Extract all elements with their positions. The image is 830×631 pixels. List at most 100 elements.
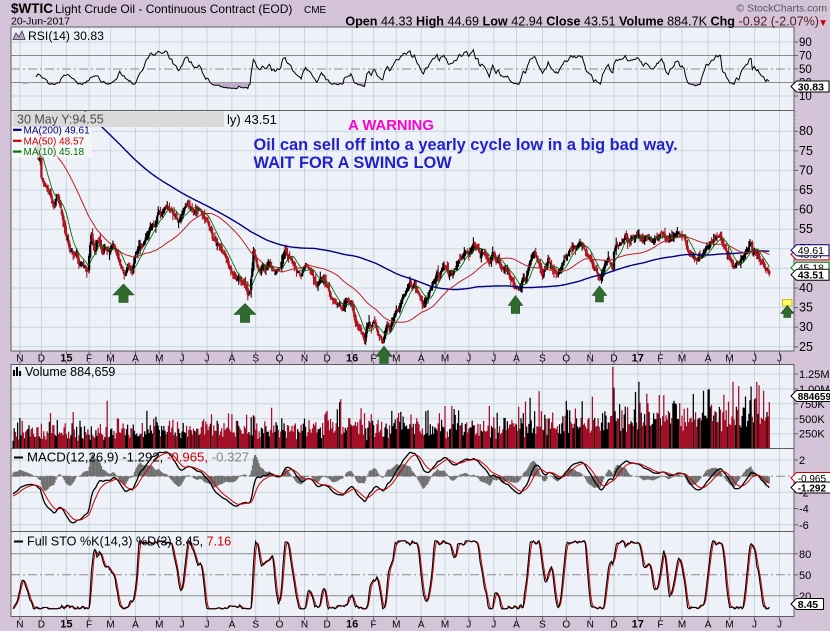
svg-text:F: F	[86, 353, 92, 364]
svg-text:A: A	[132, 619, 139, 630]
svg-text:S: S	[539, 353, 546, 364]
svg-text:A: A	[705, 619, 712, 630]
svg-text:O: O	[562, 619, 570, 630]
svg-text:Light Crude Oil - Continuous C: Light Crude Oil - Continuous Contract (E…	[55, 2, 292, 16]
svg-text:N: N	[301, 619, 308, 630]
svg-text:50: 50	[799, 570, 811, 582]
svg-text:MACD(12,26,9) -1.292, -0.965,: MACD(12,26,9) -1.292, -0.965, -0.327	[27, 450, 249, 465]
svg-text:60: 60	[799, 203, 813, 217]
svg-text:F: F	[657, 353, 663, 364]
svg-text:M: M	[392, 619, 400, 630]
svg-text:J: J	[466, 619, 471, 630]
svg-text:884659: 884659	[798, 392, 830, 403]
svg-text:M: M	[725, 619, 733, 630]
svg-text:30 May Y:94.55: 30 May Y:94.55	[17, 113, 104, 127]
svg-text:M: M	[441, 353, 449, 364]
svg-text:J: J	[777, 353, 782, 364]
svg-text:MA(200) 49.61: MA(200) 49.61	[24, 125, 91, 136]
svg-text:17: 17	[632, 352, 644, 364]
svg-text:J: J	[752, 353, 757, 364]
svg-text:N: N	[587, 619, 594, 630]
svg-text:© StockCharts.com: © StockCharts.com	[736, 3, 827, 15]
svg-text:30: 30	[799, 320, 813, 334]
svg-text:N: N	[16, 353, 23, 364]
svg-text:J: J	[205, 353, 210, 364]
svg-text:MA(50) 48.57: MA(50) 48.57	[24, 136, 85, 147]
svg-text:-6: -6	[799, 520, 809, 532]
svg-text:250K: 250K	[799, 429, 825, 441]
svg-text:15: 15	[60, 618, 72, 630]
svg-text:70: 70	[799, 51, 812, 63]
svg-text:J: J	[466, 353, 471, 364]
svg-text:D: D	[610, 353, 617, 364]
svg-text:Open 44.33 High 44.69 Low 42.9: Open 44.33 High 44.69 Low 42.94 Close 43…	[345, 15, 819, 29]
svg-text:D: D	[323, 619, 330, 630]
svg-text:2: 2	[799, 455, 805, 467]
svg-text:S: S	[252, 353, 259, 364]
svg-text:J: J	[205, 619, 210, 630]
svg-text:S: S	[252, 619, 259, 630]
svg-text:M: M	[392, 353, 400, 364]
svg-text:30.83: 30.83	[798, 81, 824, 93]
svg-text:16: 16	[346, 618, 358, 630]
svg-text:75: 75	[799, 144, 813, 158]
svg-text:A: A	[418, 353, 425, 364]
svg-text:M: M	[678, 619, 686, 630]
svg-text:J: J	[491, 619, 496, 630]
svg-text:Oil can sell off into a yearly: Oil can sell off into a yearly cycle low…	[254, 136, 678, 154]
svg-text:N: N	[16, 619, 23, 630]
svg-text:D: D	[610, 619, 617, 630]
svg-text:A WARNING: A WARNING	[348, 118, 434, 134]
svg-text:M: M	[155, 619, 163, 630]
svg-text:65: 65	[799, 183, 813, 197]
svg-text:20-Jun-2017: 20-Jun-2017	[11, 16, 70, 28]
svg-text:43.51: 43.51	[798, 270, 824, 282]
svg-text:WAIT FOR A SWING LOW: WAIT FOR A SWING LOW	[254, 154, 453, 172]
svg-text:J: J	[752, 619, 757, 630]
svg-text:25: 25	[799, 340, 813, 354]
svg-text:▼: ▼	[818, 18, 828, 29]
svg-text:A: A	[418, 619, 425, 630]
svg-text:A: A	[513, 619, 520, 630]
svg-text:1.25M: 1.25M	[799, 369, 830, 381]
svg-text:35: 35	[799, 301, 813, 315]
svg-text:O: O	[276, 353, 284, 364]
svg-text:M: M	[106, 619, 114, 630]
svg-text:M: M	[725, 353, 733, 364]
svg-text:N: N	[301, 353, 308, 364]
svg-text:50: 50	[799, 64, 812, 76]
svg-text:-1.292: -1.292	[798, 483, 827, 494]
svg-text:70: 70	[799, 163, 813, 177]
svg-text:10: 10	[799, 91, 812, 103]
svg-text:D: D	[323, 353, 330, 364]
svg-text:16: 16	[346, 352, 358, 364]
svg-text:MA(10) 45.18: MA(10) 45.18	[24, 147, 85, 158]
svg-text:N: N	[587, 353, 594, 364]
svg-text:ly) 43.51: ly) 43.51	[227, 112, 277, 127]
svg-text:RSI(14) 30.83: RSI(14) 30.83	[28, 29, 104, 43]
svg-text:A: A	[513, 353, 520, 364]
svg-text:500K: 500K	[799, 414, 825, 426]
svg-text:15: 15	[60, 352, 72, 364]
svg-text:M: M	[155, 353, 163, 364]
svg-text:CME: CME	[304, 5, 327, 16]
svg-text:-4: -4	[799, 504, 809, 516]
svg-text:S: S	[539, 619, 546, 630]
svg-text:17: 17	[632, 618, 644, 630]
svg-text:J: J	[777, 619, 782, 630]
svg-text:A: A	[132, 353, 139, 364]
svg-text:$WTIC: $WTIC	[11, 1, 53, 16]
svg-text:F: F	[657, 619, 663, 630]
svg-text:J: J	[491, 353, 496, 364]
svg-text:90: 90	[799, 37, 812, 49]
svg-text:40: 40	[799, 281, 813, 295]
svg-text:A: A	[229, 619, 236, 630]
svg-text:8.45: 8.45	[798, 599, 819, 611]
svg-text:-0.965: -0.965	[798, 474, 827, 485]
svg-text:A: A	[705, 353, 712, 364]
svg-text:Volume 884,659: Volume 884,659	[25, 365, 115, 379]
svg-text:D: D	[38, 353, 45, 364]
svg-text:J: J	[180, 619, 185, 630]
svg-text:J: J	[180, 353, 185, 364]
svg-text:F: F	[371, 619, 377, 630]
